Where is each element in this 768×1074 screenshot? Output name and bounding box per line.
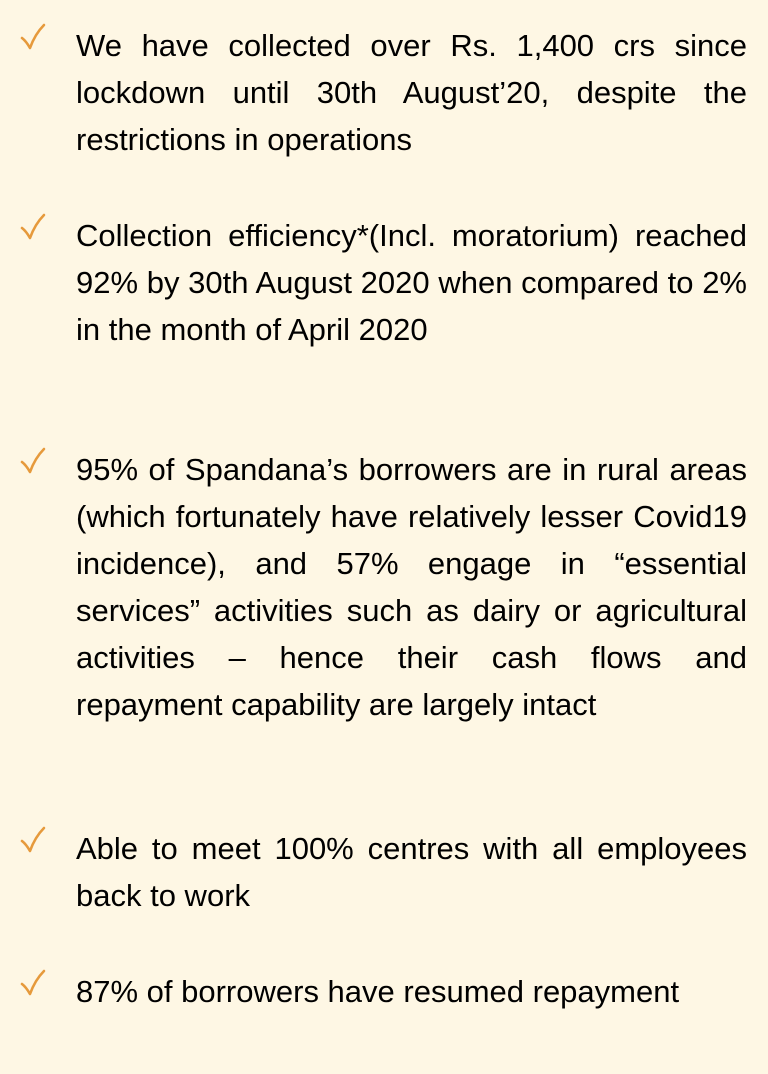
- bullet-text: Collection efficiency*(Incl. moratorium)…: [76, 218, 747, 347]
- check-mark-icon: [20, 968, 46, 998]
- check-mark-icon: [20, 446, 46, 476]
- bullet-text: 87% of borrowers have resumed repayment: [76, 974, 680, 1009]
- check-mark-icon: [20, 825, 46, 855]
- bullet-text: Able to meet 100% centres with all emplo…: [76, 831, 747, 913]
- check-mark-icon: [20, 22, 46, 52]
- bullet-text: 95% of Spandana’s borrowers are in rural…: [76, 452, 747, 722]
- check-mark-icon: [20, 212, 46, 242]
- bullet-text: We have collected over Rs. 1,400 crs sin…: [76, 28, 747, 157]
